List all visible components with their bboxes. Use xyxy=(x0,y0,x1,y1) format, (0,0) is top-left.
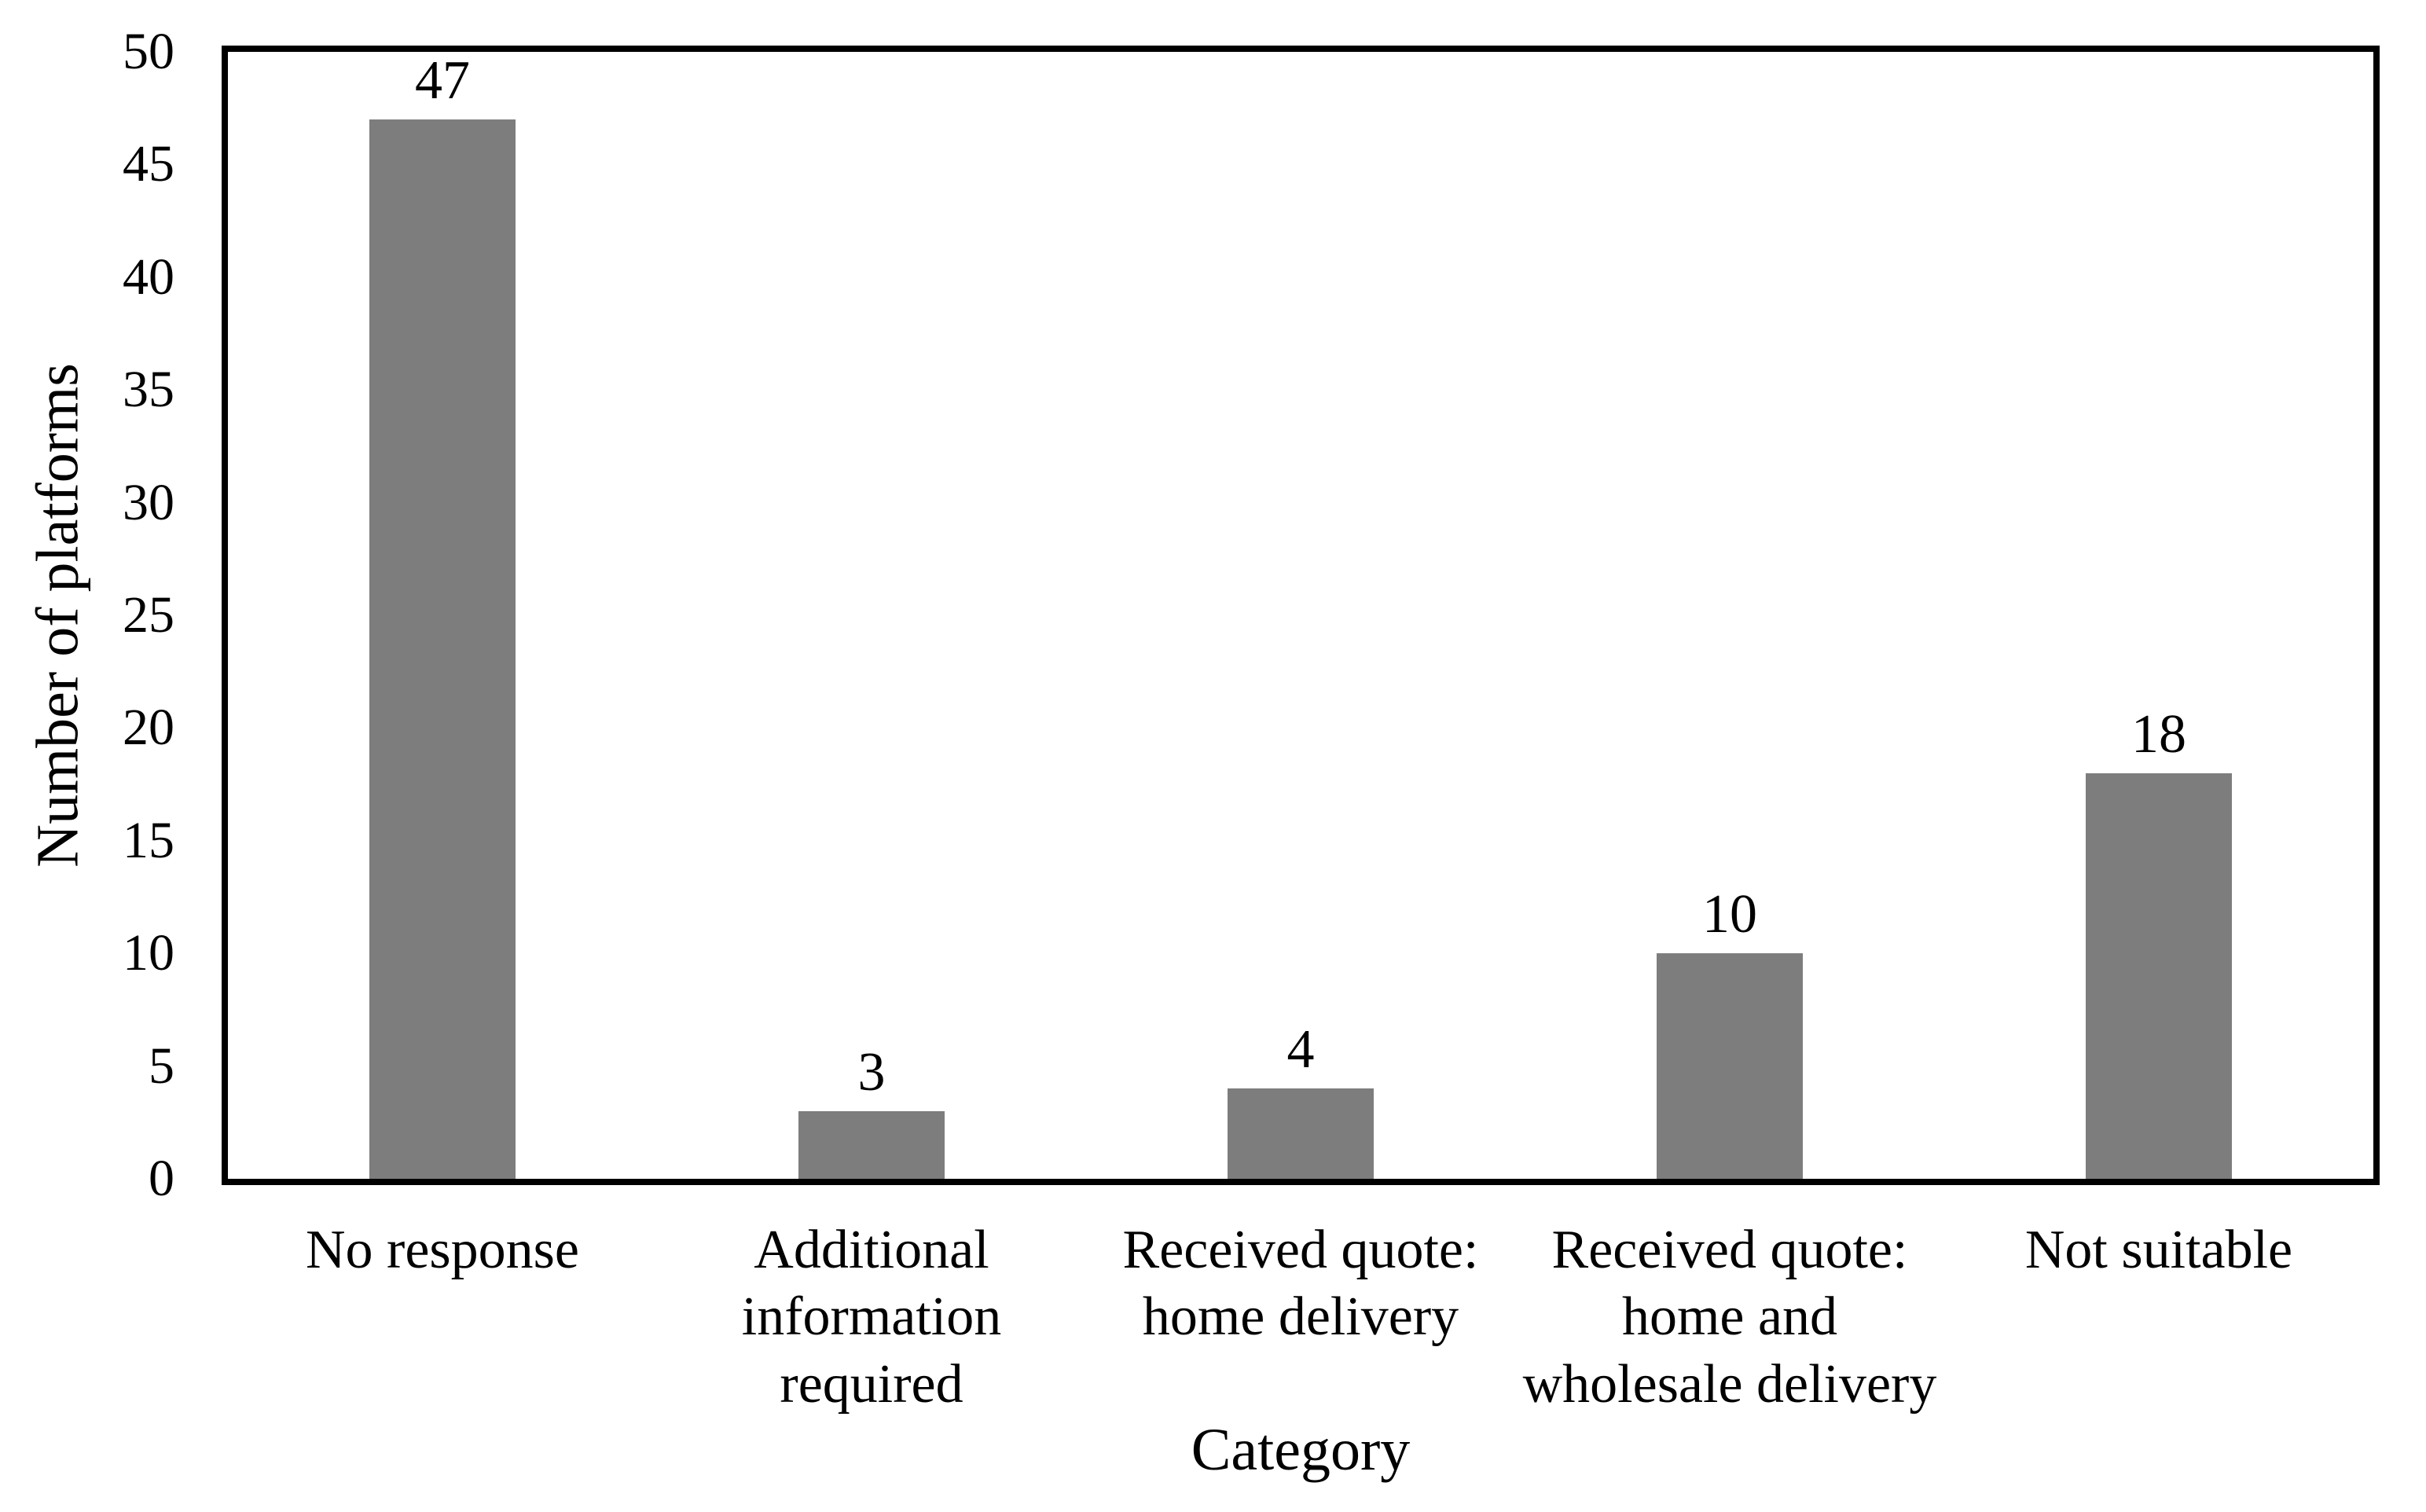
bar-value-label: 4 xyxy=(1286,1019,1315,1081)
x-category-label: Received quote: home delivery xyxy=(1122,1220,1479,1348)
x-axis-category-labels: No response Additional information requir… xyxy=(228,1217,2373,1418)
bar xyxy=(369,119,516,1179)
y-tick-label: 10 xyxy=(123,924,174,982)
y-axis-tick-labels: 0 5 10 15 20 25 30 35 40 45 50 xyxy=(0,26,174,1205)
y-tick-label: 5 xyxy=(149,1037,174,1095)
x-axis-title: Category xyxy=(1191,1417,1411,1483)
y-tick-label: 50 xyxy=(123,23,174,80)
y-tick-label: 45 xyxy=(123,135,174,193)
bar xyxy=(1657,953,1803,1179)
bar-value-label: 10 xyxy=(1702,884,1757,945)
bar xyxy=(2086,773,2232,1179)
bar-value-label: 18 xyxy=(2131,703,2186,765)
bar-slot: 47 xyxy=(228,52,657,1179)
x-category-label: No response xyxy=(306,1220,579,1280)
x-category-label: Not suitable xyxy=(2024,1220,2293,1280)
bar xyxy=(798,1110,945,1179)
bar-slot: 18 xyxy=(1944,52,2373,1179)
x-category-label: Received quote: home and wholesale deliv… xyxy=(1522,1220,1937,1415)
x-category-label: Additional information required xyxy=(741,1220,1002,1415)
bar-value-label: 47 xyxy=(415,50,470,112)
y-tick-label: 40 xyxy=(123,248,174,306)
y-tick-label: 15 xyxy=(123,811,174,869)
y-tick-label: 35 xyxy=(123,361,174,419)
plot-area: 47 3 4 10 18 xyxy=(222,46,2380,1185)
bar xyxy=(1228,1088,1374,1179)
bar-slot: 3 xyxy=(657,52,1086,1179)
y-tick-label: 20 xyxy=(123,699,174,757)
bar-slot: 4 xyxy=(1086,52,1515,1179)
bar-slot: 10 xyxy=(1515,52,1944,1179)
y-tick-label: 0 xyxy=(149,1150,174,1207)
bar-value-label: 3 xyxy=(857,1041,886,1103)
y-tick-label: 30 xyxy=(123,473,174,531)
y-tick-label: 25 xyxy=(123,586,174,644)
